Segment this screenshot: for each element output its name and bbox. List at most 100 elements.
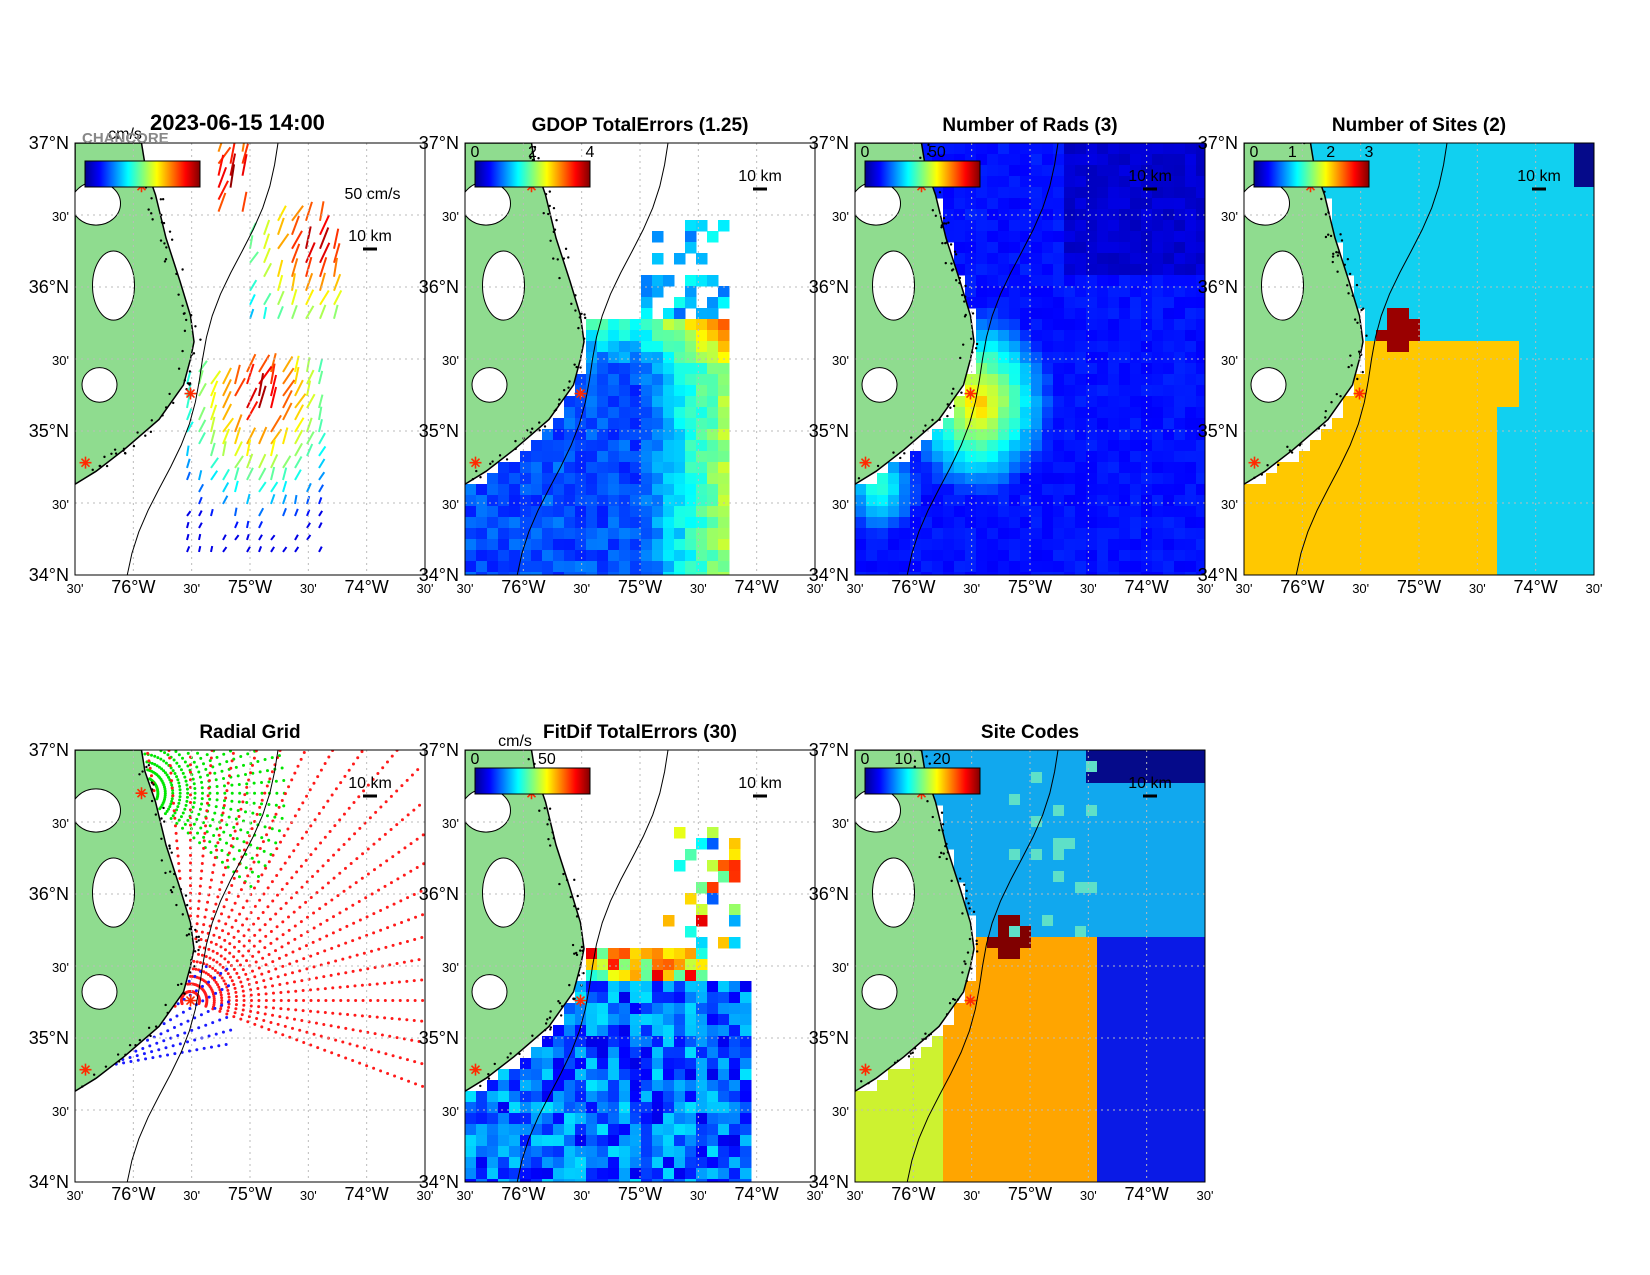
grid-cell xyxy=(1064,374,1076,386)
grid-cell xyxy=(1130,187,1142,199)
grid-cell xyxy=(1108,473,1120,485)
grid-cell xyxy=(674,1157,686,1169)
grid-cell xyxy=(1486,176,1498,188)
grid-cell xyxy=(1097,495,1109,507)
radial-grid-point xyxy=(205,753,209,757)
radial-grid-point xyxy=(169,771,173,775)
grid-cell xyxy=(921,572,933,575)
grid-cell xyxy=(509,572,521,575)
grid-cell xyxy=(1020,440,1032,452)
grid-cell xyxy=(1420,165,1432,177)
current-vector xyxy=(319,289,330,306)
grid-cell xyxy=(965,275,977,287)
grid-cell xyxy=(1031,253,1043,265)
grid-cell xyxy=(1398,209,1410,221)
current-vector xyxy=(234,507,238,517)
grid-cell xyxy=(921,550,933,562)
grid-cell xyxy=(1585,528,1594,540)
grid-cell xyxy=(597,1069,609,1081)
grid-cell xyxy=(1053,750,1065,762)
grid-cell xyxy=(1009,264,1021,276)
radial-grid-point xyxy=(162,769,166,773)
radial-grid-point xyxy=(274,812,278,816)
radial-grid-point xyxy=(418,803,422,807)
grid-cell xyxy=(1343,209,1355,221)
radial-grid-point xyxy=(212,996,216,1000)
radial-grid-point xyxy=(400,818,404,822)
grid-cell xyxy=(652,440,664,452)
grid-cell xyxy=(575,1003,587,1015)
grid-cell xyxy=(1453,154,1465,166)
grid-cell xyxy=(1196,275,1205,287)
grid-cell xyxy=(597,539,609,551)
grid-cell xyxy=(965,805,977,817)
grid-cell xyxy=(1097,572,1109,575)
grid-cell xyxy=(696,473,708,485)
grid-cell xyxy=(586,341,598,353)
grid-cell xyxy=(718,528,730,540)
grid-cell xyxy=(1152,838,1164,850)
grid-cell xyxy=(1486,550,1498,562)
grid-cell xyxy=(1108,926,1120,938)
radial-grid-point xyxy=(355,1044,359,1048)
grid-cell xyxy=(696,937,708,949)
grid-cell xyxy=(487,506,499,518)
radial-grid-point xyxy=(244,866,248,870)
grid-cell xyxy=(1031,473,1043,485)
grid-cell xyxy=(597,550,609,562)
radial-grid-point xyxy=(339,781,343,785)
grid-cell xyxy=(1398,143,1410,155)
grid-cell xyxy=(696,959,708,971)
grid-cell xyxy=(1075,816,1087,828)
grid-cell xyxy=(1130,827,1142,839)
grid-cell xyxy=(910,484,922,496)
grid-cell xyxy=(1486,165,1498,177)
grid-cell xyxy=(1519,319,1531,331)
colorbar-tick-label: 2 xyxy=(1326,144,1335,161)
radial-grid-point xyxy=(215,798,219,802)
grid-cell xyxy=(1552,242,1564,254)
lat-tick-label: 30' xyxy=(442,960,459,975)
grid-cell xyxy=(597,330,609,342)
grid-cell xyxy=(564,1179,576,1182)
grid-cell xyxy=(1475,572,1487,575)
radial-grid-point xyxy=(263,1012,267,1016)
grid-cell xyxy=(718,1025,730,1037)
current-vector xyxy=(222,482,230,493)
grid-cell xyxy=(608,572,620,575)
radial-grid-point xyxy=(374,810,378,814)
radial-grid-point xyxy=(228,750,232,753)
grid-cell xyxy=(1152,805,1164,817)
grid-cell xyxy=(1097,363,1109,375)
grid-cell xyxy=(1075,827,1087,839)
grid-cell xyxy=(1420,539,1432,551)
grid-cell xyxy=(1064,794,1076,806)
grid-cell xyxy=(1497,143,1509,155)
grid-cell xyxy=(1475,451,1487,463)
grid-cell xyxy=(564,396,576,408)
grid-cell xyxy=(1464,418,1476,430)
grid-cell xyxy=(1519,385,1531,397)
grid-cell xyxy=(987,264,999,276)
grid-cell xyxy=(564,1124,576,1136)
grid-cell xyxy=(1354,253,1366,265)
grid-cell xyxy=(943,429,955,441)
grid-cell xyxy=(976,539,988,551)
radial-grid-point xyxy=(286,827,290,831)
grid-cell xyxy=(1530,363,1542,375)
radial-grid-point xyxy=(293,937,297,941)
grid-cell xyxy=(1464,451,1476,463)
grid-cell xyxy=(564,1080,576,1092)
radial-grid-point xyxy=(346,1013,350,1017)
grid-cell xyxy=(718,363,730,375)
grid-cell xyxy=(1196,783,1205,795)
grid-cell xyxy=(553,451,565,463)
radial-grid-point xyxy=(209,756,213,760)
grid-cell xyxy=(707,1014,719,1026)
radial-grid-point xyxy=(208,840,212,844)
grid-cell xyxy=(1108,517,1120,529)
radial-grid-point xyxy=(352,800,356,804)
grid-cell xyxy=(696,992,708,1004)
grid-cell xyxy=(1255,528,1267,540)
grid-cell xyxy=(1174,374,1186,386)
